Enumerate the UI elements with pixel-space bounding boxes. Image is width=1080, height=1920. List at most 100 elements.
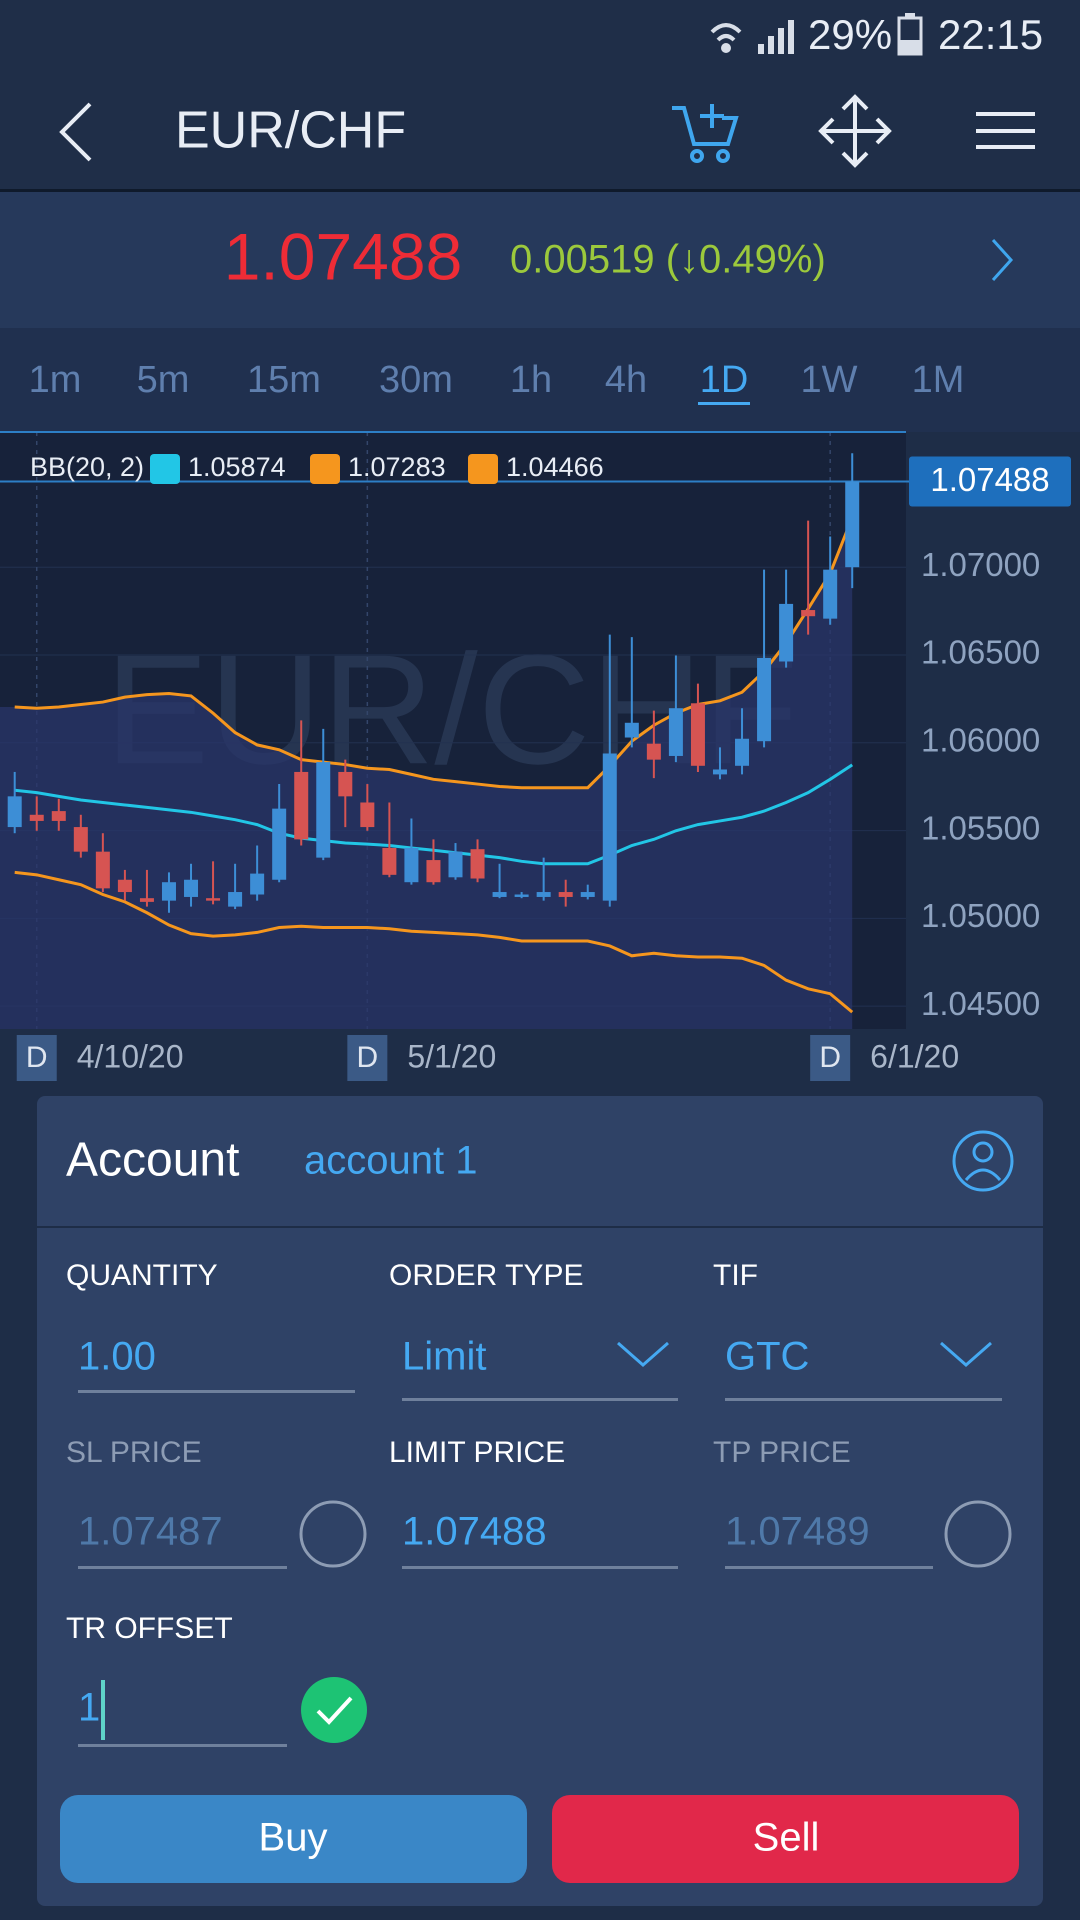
period-badge-label: D <box>26 1041 48 1074</box>
timeframe-option[interactable]: 30m <box>379 359 453 401</box>
field-label: TP PRICE <box>713 1436 851 1469</box>
sell-button[interactable] <box>552 1795 1019 1883</box>
quantity-input[interactable]: 1.00 <box>78 1335 156 1379</box>
battery-percent: 29% <box>808 11 892 58</box>
tp-price-input[interactable]: 1.07489 <box>725 1510 870 1554</box>
candle-body <box>580 892 595 897</box>
sl-price-input[interactable]: 1.07487 <box>78 1510 223 1554</box>
price-tag-label: 1.07488 <box>930 461 1049 498</box>
move-button[interactable] <box>818 94 892 168</box>
candle-body <box>448 851 463 878</box>
x-tick-label: 5/1/20 <box>407 1038 496 1074</box>
cart-button[interactable] <box>672 104 739 163</box>
quote-price: 1.07488 <box>224 219 463 293</box>
period-badge <box>347 1035 388 1081</box>
y-tick-label: 1.06000 <box>921 722 1040 759</box>
candle-body <box>735 738 750 766</box>
candle-body <box>602 753 617 901</box>
band-line <box>14 516 854 790</box>
back-button[interactable] <box>59 102 92 162</box>
candle-body <box>294 771 309 840</box>
divider <box>0 189 1080 192</box>
y-tick-label: 1.06500 <box>921 634 1040 671</box>
timeframe-option[interactable]: 1W <box>801 359 858 401</box>
timeframe-option[interactable]: 1m <box>29 359 82 401</box>
timeframe-option[interactable]: 4h <box>605 359 647 401</box>
underline <box>725 1398 1002 1401</box>
legend-value: 1.04466 <box>506 452 604 482</box>
wifi-icon <box>710 23 742 53</box>
limit-price-input[interactable]: 1.07488 <box>402 1510 547 1554</box>
period-badge <box>16 1035 57 1081</box>
candle-body <box>712 769 727 775</box>
buy-button[interactable] <box>60 1795 527 1883</box>
field-label: TR OFFSET <box>66 1612 233 1645</box>
confirm-button[interactable] <box>301 1677 367 1743</box>
quote-change: 0.00519 (↓0.49%) <box>510 238 826 282</box>
candle-body <box>757 657 772 742</box>
candle-body <box>206 898 221 901</box>
underline <box>402 1566 678 1569</box>
dropdown-arrow[interactable] <box>940 1341 992 1367</box>
field-label: QUANTITY <box>66 1259 218 1292</box>
timeframe-option[interactable]: 1M <box>912 359 965 401</box>
order-panel <box>37 1096 1043 1906</box>
candle-body <box>382 847 397 875</box>
candle-body <box>338 771 353 797</box>
candle-body <box>646 743 661 760</box>
timeframe-option[interactable]: 1h <box>510 359 552 401</box>
dropdown-arrow[interactable] <box>617 1341 669 1367</box>
candle-body <box>29 814 44 821</box>
active-underline <box>698 402 750 405</box>
signal-icon <box>758 20 794 54</box>
candle-body <box>470 849 485 879</box>
text-cursor <box>101 1680 105 1740</box>
y-tick-label: 1.07000 <box>921 546 1040 583</box>
candle-body <box>404 847 419 883</box>
candle-body <box>95 851 110 889</box>
candle-body <box>316 762 331 858</box>
divider <box>37 1226 1043 1228</box>
x-tick-label: 6/1/20 <box>870 1038 959 1074</box>
candle-body <box>558 892 573 897</box>
timeframe-selector: 1m 5m 15m 30m 1h 4h 1D 1W 1M <box>29 359 965 405</box>
account-label: Account <box>66 1134 239 1187</box>
legend-swatch <box>468 454 498 484</box>
timeframe-option[interactable]: 5m <box>137 359 190 401</box>
sell-label: Sell <box>753 1816 820 1860</box>
menu-button[interactable] <box>976 112 1035 149</box>
candle-body <box>845 481 860 568</box>
underline <box>402 1398 678 1401</box>
tif-select[interactable]: GTC <box>725 1335 809 1379</box>
sl-toggle[interactable] <box>299 1500 367 1568</box>
period-badge-label: D <box>819 1041 841 1074</box>
timeframe-option[interactable]: 1D <box>700 359 749 401</box>
tp-toggle[interactable] <box>944 1500 1012 1568</box>
quote-details-button[interactable] <box>991 238 1014 282</box>
top-bar <box>0 0 1080 190</box>
candle-body <box>514 894 529 897</box>
field-label: SL PRICE <box>66 1436 202 1469</box>
order-type-select[interactable]: Limit <box>402 1335 486 1379</box>
legend-value: 1.05874 <box>188 452 286 482</box>
y-tick-label: 1.04500 <box>921 985 1040 1022</box>
timeframe-bar <box>0 328 1080 432</box>
timeframe-option[interactable]: 15m <box>247 359 321 401</box>
period-badge <box>810 1035 851 1081</box>
candle-body <box>117 879 132 893</box>
legend-value: 1.07283 <box>348 452 446 482</box>
candle-body <box>690 703 705 766</box>
buy-label: Buy <box>259 1816 328 1860</box>
account-name[interactable]: account 1 <box>304 1139 477 1183</box>
account-icon[interactable] <box>952 1130 1014 1192</box>
candle-body <box>184 879 199 897</box>
underline <box>725 1566 933 1569</box>
candle-body <box>536 892 551 897</box>
indicator-label: BB(20, 2) <box>30 452 144 482</box>
candle-body <box>426 860 441 883</box>
candle-body <box>272 808 287 880</box>
header-title: EUR/CHF <box>175 102 406 160</box>
band-line <box>14 870 854 1014</box>
tr-offset-input[interactable]: 1 <box>78 1686 100 1730</box>
clock: 22:15 <box>938 11 1043 58</box>
